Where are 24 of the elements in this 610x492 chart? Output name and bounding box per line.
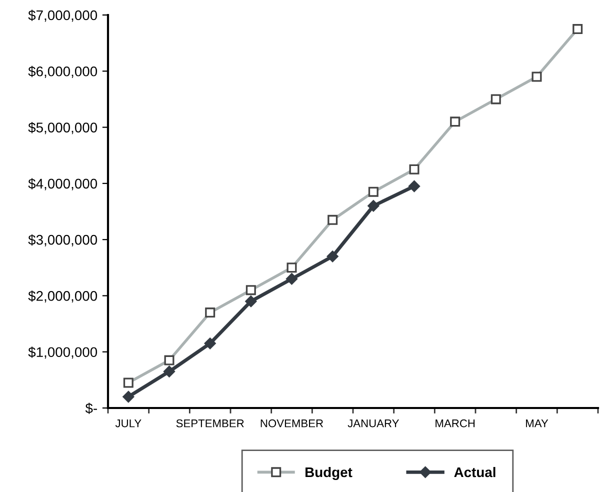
point xyxy=(164,366,175,378)
point xyxy=(204,338,216,350)
x-tick-label: SEPTEMBER xyxy=(176,419,244,428)
y-tick-label: $2,000,000 xyxy=(28,290,98,303)
point xyxy=(286,273,298,285)
y-tick-label: $6,000,000 xyxy=(28,66,98,78)
point xyxy=(326,250,338,262)
x-tick-label: JULY xyxy=(115,420,142,428)
y-tick-label: $7,000,000 xyxy=(28,10,98,22)
point xyxy=(122,391,134,403)
x-tick-label: MAY xyxy=(526,420,548,428)
legend-label: Budget xyxy=(306,466,352,480)
point xyxy=(245,296,257,308)
x-tick-label: MARCH xyxy=(436,419,475,428)
legend-label: Actual xyxy=(454,466,496,478)
y-tick-label: $1,000,000 xyxy=(28,346,98,359)
y-tick-label: $4,000,000 xyxy=(28,178,98,190)
point xyxy=(408,180,420,192)
y-tick-label: $5,000,000 xyxy=(28,122,98,134)
x-tick-label: NOVEMBER xyxy=(260,419,324,428)
point xyxy=(368,200,380,212)
x-tick-label: JANUARY xyxy=(348,420,400,428)
y-tick-label: $3,000,000 xyxy=(28,234,98,246)
y-tick-label: $- xyxy=(85,402,97,414)
